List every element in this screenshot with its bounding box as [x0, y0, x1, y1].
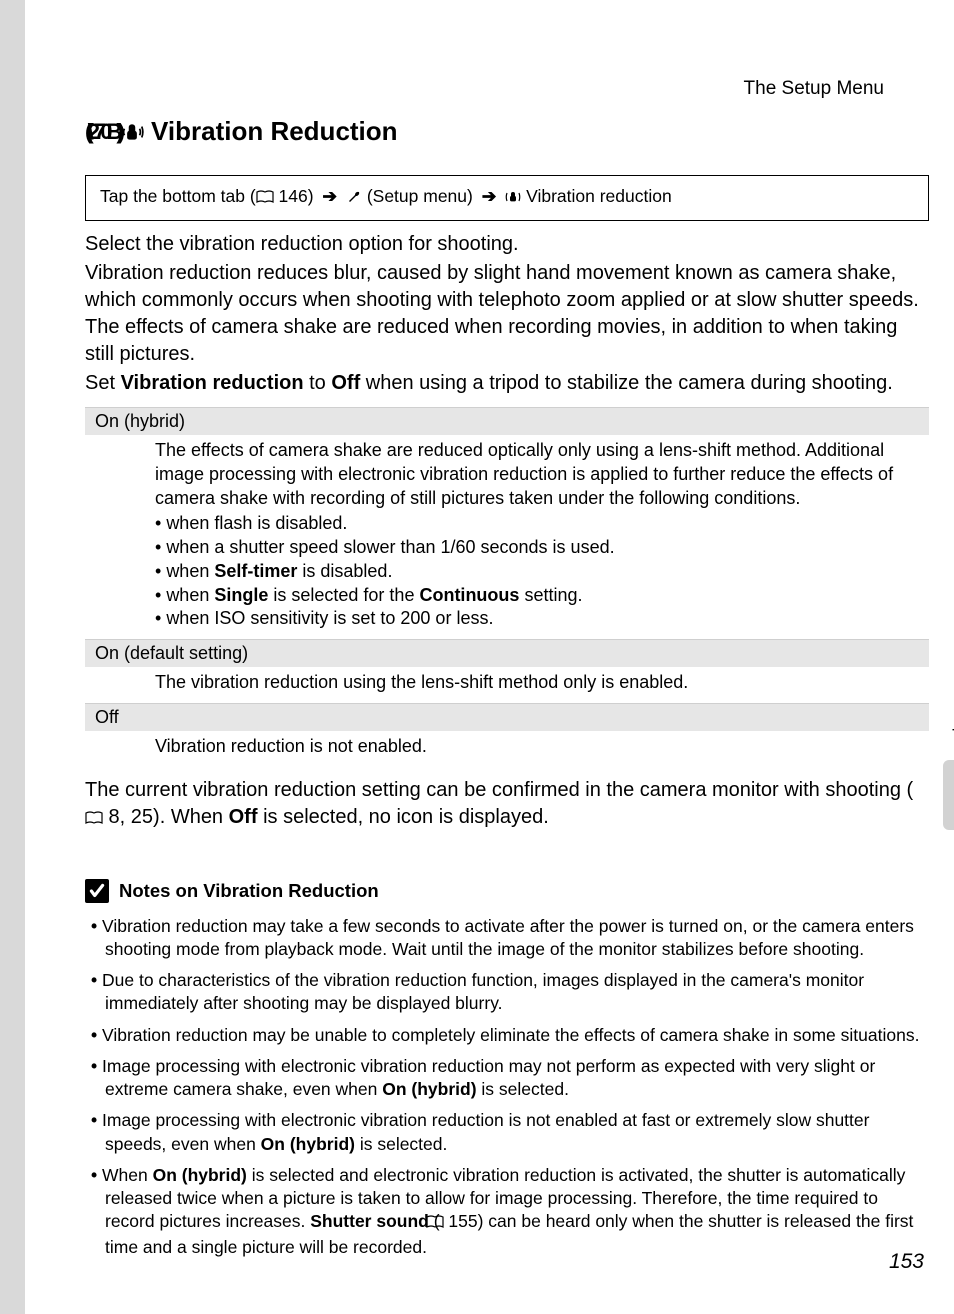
bullet: when Single is selected for the Continuo…	[155, 584, 919, 608]
option-body: The vibration reduction using the lens-s…	[85, 667, 929, 703]
option-bullets: when flash is disabled. when a shutter s…	[155, 512, 919, 631]
bold-text: On (hybrid)	[153, 1165, 247, 1185]
book-icon	[85, 806, 103, 833]
side-tab-thumb	[943, 760, 954, 830]
breadcrumb-prefix: Tap the bottom tab (	[100, 186, 256, 206]
side-tab: Basic Camera Setup	[943, 580, 954, 820]
book-icon	[256, 188, 274, 209]
bullet: when Self-timer is disabled.	[155, 560, 919, 584]
text: when flash is disabled.	[166, 513, 347, 533]
bullet: when flash is disabled.	[155, 512, 919, 536]
bold-text: Off	[229, 806, 258, 828]
text: is selected, no icon is displayed.	[258, 806, 549, 828]
text: when	[166, 585, 214, 605]
note-item: When On (hybrid) is selected and electro…	[85, 1164, 929, 1259]
text: Set	[85, 372, 121, 394]
bullet: when a shutter speed slower than 1/60 se…	[155, 536, 919, 560]
option-header: On (hybrid)	[85, 407, 929, 435]
text: when a shutter speed slower than 1/60 se…	[166, 537, 614, 557]
wrench-icon	[346, 189, 362, 210]
intro-paragraph: Select the vibration reduction option fo…	[85, 231, 929, 258]
text: is selected.	[355, 1134, 447, 1154]
breadcrumb-page-ref: 146)	[274, 186, 319, 206]
text: 8, 25). When	[103, 806, 229, 828]
breadcrumb-box: Tap the bottom tab ( 146) ➔ (Setup menu)…	[85, 175, 929, 221]
option-header: Off	[85, 703, 929, 731]
notes-list: Vibration reduction may take a few secon…	[85, 915, 929, 1259]
text: is selected.	[477, 1079, 569, 1099]
text: When	[102, 1165, 153, 1185]
text: setting.	[519, 585, 582, 605]
vibration-reduction-icon	[85, 119, 145, 145]
side-tab-label: Basic Camera Setup	[943, 580, 954, 760]
text: Vibration reduction may take a few secon…	[102, 916, 914, 959]
option-header: On (default setting)	[85, 639, 929, 667]
bold-text: On (hybrid)	[261, 1134, 355, 1154]
bold-text: Vibration reduction	[121, 372, 304, 394]
vibration-reduction-icon	[505, 189, 521, 210]
option-body: Vibration reduction is not enabled.	[85, 731, 929, 767]
option-body: The effects of camera shake are reduced …	[85, 435, 929, 639]
note-item: Vibration reduction may be unable to com…	[85, 1024, 929, 1047]
text: is selected for the	[268, 585, 419, 605]
arrow-icon: ➔	[482, 186, 497, 206]
breadcrumb-setup-label: (Setup menu)	[362, 186, 478, 206]
text: Vibration reduction may be unable to com…	[102, 1025, 919, 1045]
text: when	[166, 561, 214, 581]
text: when ISO sensitivity is set to 200 or le…	[166, 608, 493, 628]
page-title-text: Vibration Reduction	[151, 116, 398, 147]
bold-text: Self-timer	[214, 561, 297, 581]
bold-text: Single	[214, 585, 268, 605]
text: The current vibration reduction setting …	[85, 779, 913, 801]
bold-text: Off	[331, 372, 360, 394]
text: to	[304, 372, 332, 394]
text: Due to characteristics of the vibration …	[102, 970, 864, 1013]
notes-section: Notes on Vibration Reduction Vibration r…	[85, 879, 929, 1259]
page-title: Vibration Reduction	[85, 116, 929, 147]
page-number: 153	[889, 1250, 924, 1274]
bullet: when ISO sensitivity is set to 200 or le…	[155, 607, 919, 631]
manual-page: The Setup Menu Vibration Reduction Tap t…	[25, 0, 954, 1314]
text: when using a tripod to stabilize the cam…	[360, 372, 893, 394]
text: is disabled.	[297, 561, 392, 581]
notes-title-text: Notes on Vibration Reduction	[119, 880, 379, 902]
breadcrumb-vr-label: Vibration reduction	[521, 186, 671, 206]
header-section-label: The Setup Menu	[744, 78, 884, 100]
note-item: Vibration reduction may take a few secon…	[85, 915, 929, 962]
option-desc: The effects of camera shake are reduced …	[155, 440, 893, 508]
note-item: Due to characteristics of the vibration …	[85, 969, 929, 1016]
bold-text: Continuous	[419, 585, 519, 605]
set-off-paragraph: Set Vibration reduction to Off when usin…	[85, 370, 929, 397]
notes-heading: Notes on Vibration Reduction	[85, 879, 929, 903]
arrow-icon: ➔	[322, 186, 337, 206]
note-item: Image processing with electronic vibrati…	[85, 1109, 929, 1156]
bold-text: Shutter sound	[310, 1211, 429, 1231]
text: Image processing with electronic vibrati…	[102, 1110, 869, 1153]
check-icon	[85, 879, 109, 903]
explain-paragraph: Vibration reduction reduces blur, caused…	[85, 260, 929, 368]
confirm-paragraph: The current vibration reduction setting …	[85, 777, 929, 833]
note-item: Image processing with electronic vibrati…	[85, 1055, 929, 1102]
bold-text: On (hybrid)	[382, 1079, 476, 1099]
options-table: On (hybrid) The effects of camera shake …	[85, 407, 929, 767]
